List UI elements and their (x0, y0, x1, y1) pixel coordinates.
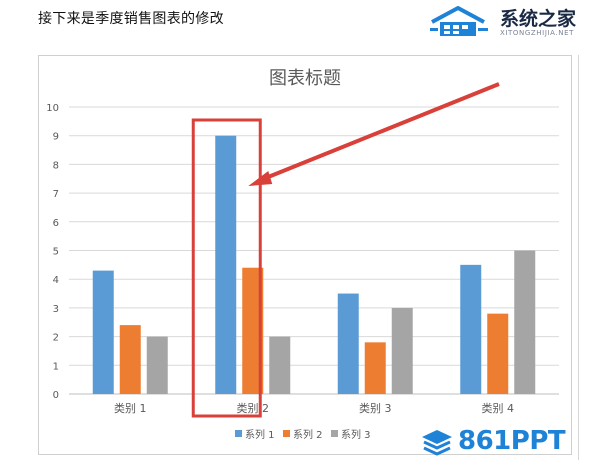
page-caption: 接下来是季度销售图表的修改 (38, 11, 224, 27)
bar-chart: 图表标题 0 1 2 3 4 5 6 7 8 9 10 类别 1 类别 2 类别 3 类别 4 系列 1 系… (46, 68, 559, 441)
highlight-box (191, 118, 262, 418)
chart-title: 图表标题 (269, 68, 341, 89)
legend-label-1: 系列 1 (245, 428, 275, 441)
x-tick-label: 类别 4 (482, 401, 515, 415)
bar-3-2 (269, 336, 291, 394)
bar-2-2 (242, 267, 264, 394)
house-logo-icon (430, 6, 488, 36)
xitongzhijia-watermark: 系统之家 XITONGZHIJIA.NET (428, 4, 588, 42)
arrow-head-icon (248, 171, 273, 186)
861ppt-watermark: 861PPT (420, 426, 590, 460)
bar-2-1 (119, 325, 141, 394)
bar-2-3 (364, 342, 386, 394)
y-tick-label: 7 (53, 189, 59, 200)
x-tick-label: 类别 3 (359, 401, 392, 415)
legend-swatch-2 (283, 430, 290, 437)
right-border-line (578, 55, 579, 460)
y-tick-label: 0 (53, 390, 59, 401)
y-tick-label: 4 (53, 275, 59, 286)
legend-swatch-1 (235, 430, 242, 437)
bar-1-2 (215, 135, 237, 394)
y-tick-label: 6 (53, 218, 59, 229)
bar-1-4 (460, 264, 482, 394)
bar-1-1 (92, 270, 114, 394)
layers-logo-icon (422, 430, 452, 456)
bar-1-3 (337, 293, 359, 394)
y-tick-label: 5 (53, 247, 59, 258)
x-tick-label: 类别 2 (237, 401, 270, 415)
y-tick-label: 2 (53, 333, 59, 344)
legend-swatch-3 (331, 430, 338, 437)
xitongzhijia-name: 系统之家 (500, 8, 577, 30)
bar-2-4 (487, 313, 509, 394)
y-tick-label: 1 (53, 361, 59, 372)
arrow-shaft (257, 82, 500, 183)
bar-3-4 (514, 250, 536, 394)
y-tick-label: 9 (53, 132, 59, 143)
y-tick-label: 8 (53, 160, 59, 171)
legend-label-2: 系列 2 (293, 428, 323, 441)
chart-frame[interactable]: 图表标题 0 1 2 3 4 5 6 7 8 9 10 类别 1 类别 2 类别 3 类别 4 系列 1 系… (38, 55, 572, 455)
y-tick-label: 10 (46, 103, 59, 114)
legend-label-3: 系列 3 (341, 428, 371, 441)
y-tick-label: 3 (53, 304, 59, 315)
bar-3-3 (391, 307, 413, 394)
xitongzhijia-url: XITONGZHIJIA.NET (500, 29, 574, 37)
x-tick-label: 类别 1 (114, 401, 147, 415)
861ppt-text: 861PPT (458, 426, 566, 456)
bar-3-1 (146, 336, 168, 394)
